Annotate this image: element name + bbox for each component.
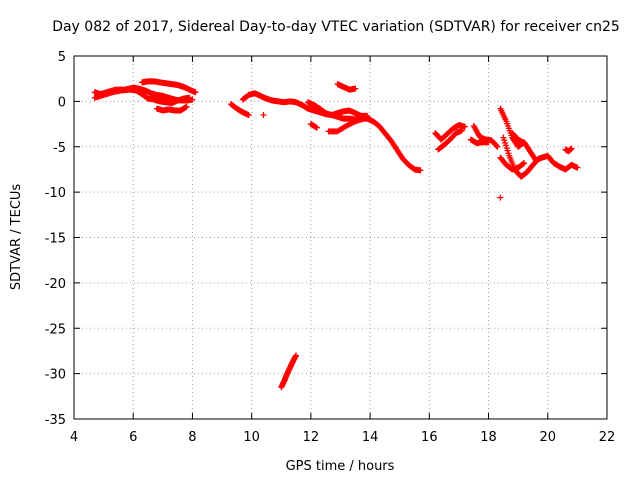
data-seg-o [467, 136, 492, 147]
data-point [183, 103, 190, 110]
y-tick-label: 0 [58, 95, 66, 110]
data-seg-h [307, 121, 320, 131]
x-tick-label: 6 [129, 430, 137, 445]
y-tick-label: -15 [45, 232, 66, 247]
x-tick-label: 10 [243, 430, 260, 445]
axis-ticks: 4 6 8 10 12 14 16 18 20 22 5 0 -5 -10 -15 -20 -25 -30 -35 [45, 50, 616, 445]
x-tick-label: 14 [362, 430, 379, 445]
data-point [313, 124, 320, 131]
y-tick-label: -5 [53, 141, 66, 156]
data-seg-v [278, 352, 300, 391]
x-tick-label: 16 [421, 430, 438, 445]
y-tick-label: -25 [45, 322, 66, 337]
data-point [574, 164, 581, 171]
data-point [461, 123, 468, 130]
data-point [493, 142, 500, 149]
data-point [497, 194, 504, 201]
data-point [260, 111, 267, 118]
data-point [293, 352, 300, 359]
data-point [485, 139, 492, 146]
grid [74, 56, 607, 419]
data-seg-r [497, 154, 528, 173]
data-point [458, 127, 465, 134]
y-tick-label: -20 [45, 277, 66, 292]
data-point [521, 160, 528, 167]
data-seg-k [260, 111, 267, 118]
data-series [91, 78, 581, 391]
data-point [521, 140, 528, 147]
data-seg-c [139, 78, 199, 96]
data-point [361, 115, 368, 122]
x-tick-label: 8 [188, 430, 196, 445]
data-seg-g [304, 99, 371, 119]
data-seg-b [91, 86, 193, 107]
data-seg-s [509, 130, 528, 147]
y-tick-label: -30 [45, 368, 66, 383]
y-tick-label: -35 [45, 413, 66, 428]
x-tick-label: 22 [599, 430, 616, 445]
data-point [417, 167, 424, 174]
data-seg-e [227, 101, 252, 118]
data-seg-t [497, 194, 504, 201]
data-seg-n [470, 122, 501, 150]
data-point [245, 111, 252, 118]
data-point [352, 85, 359, 92]
chart-title: Day 082 of 2017, Sidereal Day-to-day VTE… [52, 19, 620, 35]
data-seg-i [325, 115, 368, 135]
data-point [535, 156, 542, 163]
data-point [494, 143, 501, 150]
data-seg-j [334, 81, 359, 93]
x-tick-label: 4 [70, 430, 78, 445]
x-tick-label: 18 [480, 430, 497, 445]
data-seg-d [153, 103, 190, 114]
x-tick-label: 20 [540, 430, 557, 445]
data-point [535, 155, 542, 162]
data-seg-u [562, 145, 575, 155]
data-point [186, 94, 193, 101]
y-axis-label: SDTVAR / TECUs [9, 184, 24, 291]
data-point [568, 145, 575, 152]
data-seg-m [435, 127, 465, 153]
data-point [364, 112, 371, 119]
x-tick-label: 12 [303, 430, 320, 445]
data-seg-l [432, 121, 468, 143]
data-seg-f [239, 90, 424, 174]
y-tick-label: 5 [58, 50, 66, 65]
data-point [192, 89, 199, 96]
y-tick-label: -10 [45, 186, 66, 201]
x-axis-label: GPS time / hours [286, 459, 395, 474]
